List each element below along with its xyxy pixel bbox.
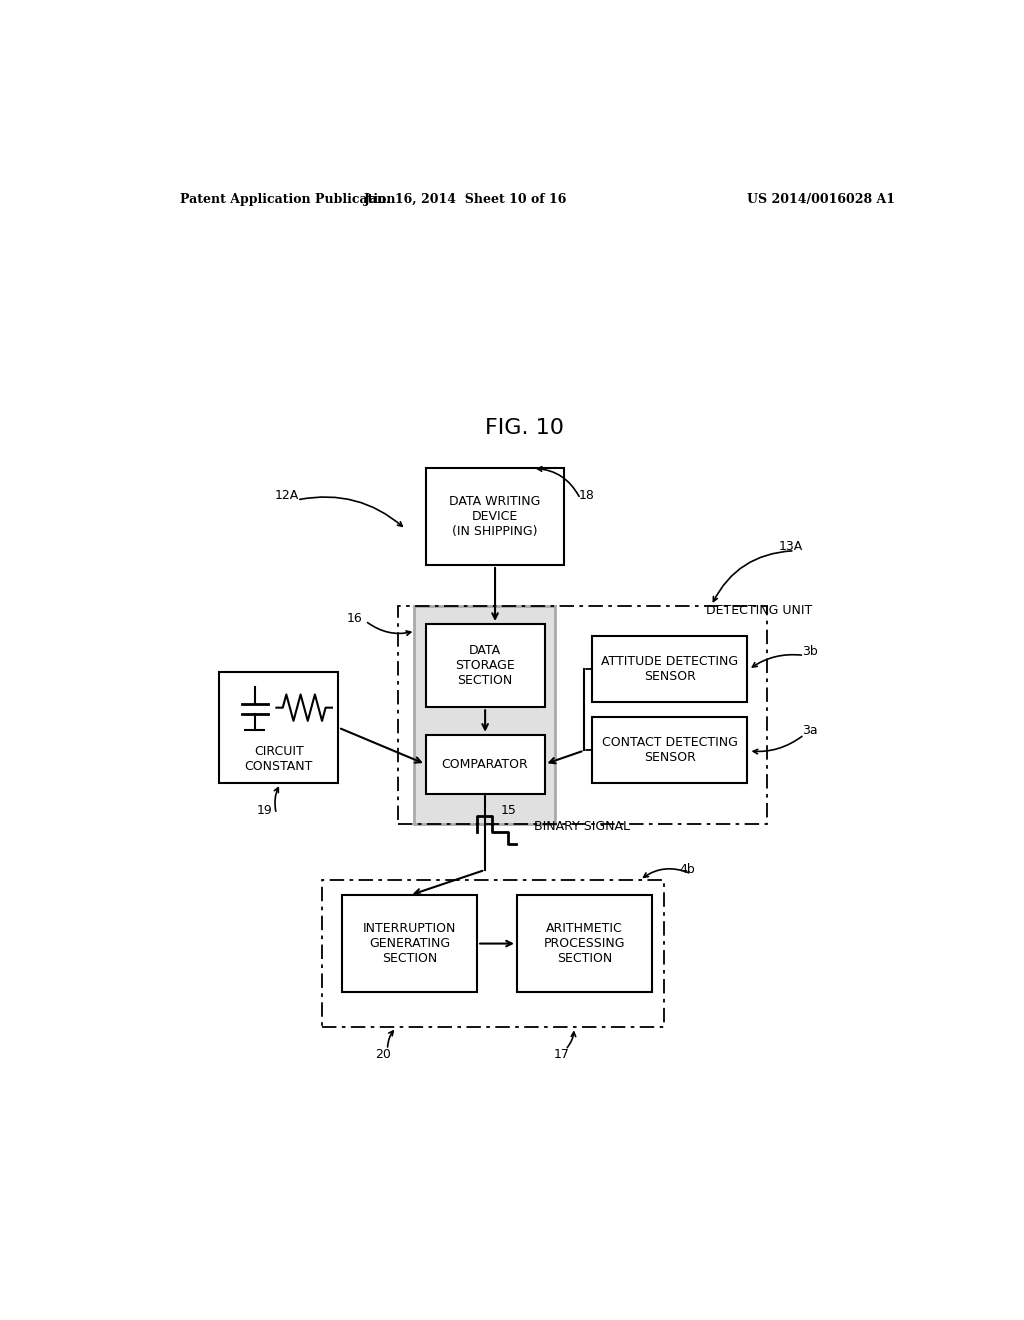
Bar bbox=[426, 735, 545, 793]
Text: 19: 19 bbox=[257, 804, 272, 817]
Text: 20: 20 bbox=[376, 1048, 391, 1061]
Text: ARITHMETIC
PROCESSING
SECTION: ARITHMETIC PROCESSING SECTION bbox=[544, 923, 625, 965]
Text: CONTACT DETECTING
SENSOR: CONTACT DETECTING SENSOR bbox=[602, 737, 737, 764]
Text: DETECTING UNIT: DETECTING UNIT bbox=[706, 605, 812, 618]
Bar bbox=[517, 895, 652, 991]
Text: 3b: 3b bbox=[803, 645, 818, 657]
Text: DATA
STORAGE
SECTION: DATA STORAGE SECTION bbox=[456, 644, 515, 688]
Bar bbox=[426, 469, 564, 565]
Text: 18: 18 bbox=[579, 490, 595, 503]
Bar bbox=[323, 880, 664, 1027]
Text: 12A: 12A bbox=[274, 490, 299, 503]
Text: Jan. 16, 2014  Sheet 10 of 16: Jan. 16, 2014 Sheet 10 of 16 bbox=[364, 193, 567, 206]
Text: Patent Application Publication: Patent Application Publication bbox=[179, 193, 395, 206]
Text: 3a: 3a bbox=[803, 725, 818, 737]
Text: 17: 17 bbox=[553, 1048, 569, 1061]
Bar bbox=[219, 672, 338, 784]
Text: INTERRUPTION
GENERATING
SECTION: INTERRUPTION GENERATING SECTION bbox=[364, 923, 457, 965]
Text: 13A: 13A bbox=[778, 540, 803, 553]
Bar bbox=[397, 606, 767, 824]
Text: COMPARATOR: COMPARATOR bbox=[441, 758, 528, 771]
Bar bbox=[414, 606, 555, 824]
Text: 16: 16 bbox=[347, 612, 362, 626]
Text: 4b: 4b bbox=[680, 863, 695, 876]
Bar bbox=[426, 624, 545, 708]
Bar bbox=[592, 636, 748, 702]
Text: ATTITUDE DETECTING
SENSOR: ATTITUDE DETECTING SENSOR bbox=[601, 655, 738, 684]
Text: 15: 15 bbox=[501, 804, 517, 817]
Text: US 2014/0016028 A1: US 2014/0016028 A1 bbox=[748, 193, 895, 206]
Text: BINARY SIGNAL: BINARY SIGNAL bbox=[534, 820, 630, 833]
Bar bbox=[592, 718, 748, 784]
Text: FIG. 10: FIG. 10 bbox=[485, 417, 564, 438]
Bar bbox=[342, 895, 477, 991]
Text: DATA WRITING
DEVICE
(IN SHIPPING): DATA WRITING DEVICE (IN SHIPPING) bbox=[450, 495, 541, 539]
Text: CIRCUIT
CONSTANT: CIRCUIT CONSTANT bbox=[245, 744, 313, 774]
